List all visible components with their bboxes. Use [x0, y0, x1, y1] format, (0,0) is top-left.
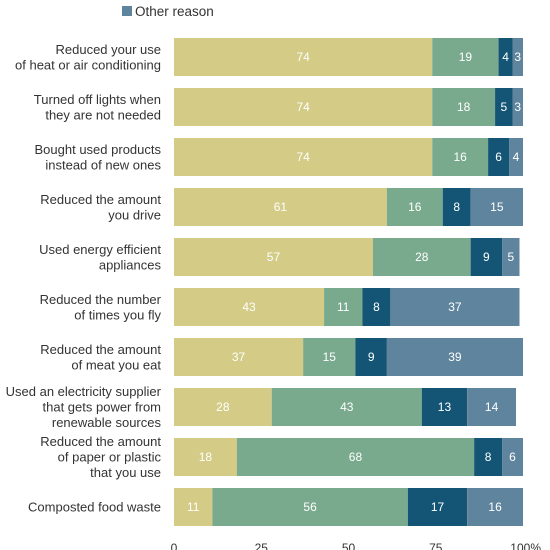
bar-9-0: [174, 488, 213, 526]
x-tick-label-2: 50: [342, 541, 356, 550]
bar-value-label-4-3: 5: [507, 250, 514, 264]
bar-2-1: [432, 138, 489, 176]
bar-value-label-3-0: 61: [274, 200, 288, 214]
bar-3-3: [470, 188, 523, 226]
category-label-1: Turned off lights when they are not neede…: [34, 92, 161, 123]
bar-3-2: [442, 188, 471, 226]
bar-7-2: [421, 388, 468, 426]
bar-value-label-6-0: 37: [232, 350, 246, 364]
bar-value-label-6-1: 15: [323, 350, 337, 364]
bar-value-label-2-2: 6: [495, 150, 502, 164]
bar-5-2: [362, 288, 391, 326]
x-tick-label-3: 75: [429, 541, 443, 550]
bar-4-0: [174, 238, 373, 276]
bar-value-label-2-1: 16: [454, 150, 468, 164]
bar-value-label-1-2: 5: [500, 100, 507, 114]
bar-value-label-1-0: 74: [296, 100, 310, 114]
bar-value-label-1-3: 3: [514, 100, 521, 114]
bar-value-label-5-3: 37: [448, 300, 462, 314]
bar-value-label-1-1: 18: [457, 100, 471, 114]
category-label-2: Bought used products instead of new ones: [35, 142, 162, 173]
bar-2-0: [174, 138, 433, 176]
bar-1-1: [432, 88, 496, 126]
bar-5-0: [174, 288, 325, 326]
bar-8-0: [174, 438, 237, 476]
bar-9-2: [407, 488, 468, 526]
bar-6-2: [355, 338, 387, 376]
category-label-6: Reduced the amount of meat you eat: [40, 342, 161, 373]
bar-value-label-9-2: 17: [431, 500, 445, 514]
bar-value-label-3-2: 8: [453, 200, 460, 214]
bar-value-label-4-0: 57: [267, 250, 281, 264]
bar-4-3: [502, 238, 520, 276]
category-label-3: Reduced the amount you drive: [40, 192, 161, 223]
bar-0-1: [432, 38, 499, 76]
bar-value-label-8-3: 6: [509, 450, 516, 464]
category-label-9: Composted food waste: [28, 500, 161, 515]
bar-4-2: [470, 238, 503, 276]
bar-value-label-2-3: 4: [513, 150, 520, 164]
bar-6-0: [174, 338, 304, 376]
bar-value-label-8-1: 68: [349, 450, 363, 464]
x-tick-label-0: 0: [171, 541, 178, 550]
category-label-5: Reduced the number of times you fly: [40, 292, 162, 323]
legend-swatch-3: [122, 6, 132, 16]
bar-5-1: [324, 288, 363, 326]
bar-8-3: [502, 438, 523, 476]
bar-value-label-4-2: 9: [483, 250, 490, 264]
bar-value-label-7-1: 43: [340, 400, 354, 414]
bar-4-1: [372, 238, 471, 276]
bar-value-label-7-0: 28: [216, 400, 230, 414]
bar-value-label-4-1: 28: [415, 250, 429, 264]
bar-7-3: [467, 388, 517, 426]
bar-1-2: [495, 88, 513, 126]
bar-value-label-7-3: 14: [485, 400, 499, 414]
bar-value-label-2-0: 74: [296, 150, 310, 164]
bar-value-label-7-2: 13: [438, 400, 452, 414]
bar-value-label-9-1: 56: [303, 500, 317, 514]
bar-6-1: [303, 338, 356, 376]
bar-0-0: [174, 38, 433, 76]
bar-value-label-5-2: 8: [373, 300, 380, 314]
bar-2-3: [509, 138, 523, 176]
category-label-0: Reduced your use of heat or air condition…: [15, 42, 161, 73]
x-tick-label-1: 25: [255, 541, 269, 550]
bar-0-3: [512, 38, 523, 76]
bar-3-1: [386, 188, 443, 226]
bar-7-1: [271, 388, 422, 426]
bar-value-label-0-1: 19: [459, 50, 473, 64]
category-label-4: Used energy efficient appliances: [39, 242, 161, 273]
category-label-8: Reduced the amount of paper or plastic tha…: [40, 434, 161, 480]
bar-0-2: [498, 38, 513, 76]
bar-value-label-6-2: 9: [368, 350, 375, 364]
category-label-7: Used an electricity supplier that gets po…: [6, 384, 162, 430]
bar-6-3: [386, 338, 523, 376]
bar-2-2: [488, 138, 510, 176]
bar-value-label-3-3: 15: [490, 200, 504, 214]
bar-value-label-9-3: 16: [488, 500, 502, 514]
bar-value-label-6-3: 39: [448, 350, 462, 364]
bar-value-label-3-1: 16: [408, 200, 422, 214]
bar-9-1: [212, 488, 408, 526]
bar-value-label-5-0: 43: [242, 300, 256, 314]
bar-value-label-0-2: 4: [502, 50, 509, 64]
bar-value-label-0-0: 74: [296, 50, 310, 64]
bar-9-3: [467, 488, 523, 526]
bar-3-0: [174, 188, 387, 226]
bar-5-3: [390, 288, 520, 326]
bar-8-1: [236, 438, 475, 476]
bar-1-0: [174, 88, 433, 126]
bar-value-label-9-0: 11: [187, 500, 200, 514]
legend-label-3: Other reason: [135, 4, 214, 19]
bar-value-label-0-3: 3: [514, 50, 521, 64]
x-tick-label-4: 100%: [510, 541, 541, 550]
bar-8-2: [474, 438, 503, 476]
bar-value-label-8-0: 18: [199, 450, 213, 464]
bar-value-label-5-1: 11: [337, 300, 350, 314]
bar-7-0: [174, 388, 272, 426]
bar-1-3: [512, 88, 523, 126]
bar-value-label-8-2: 8: [485, 450, 492, 464]
